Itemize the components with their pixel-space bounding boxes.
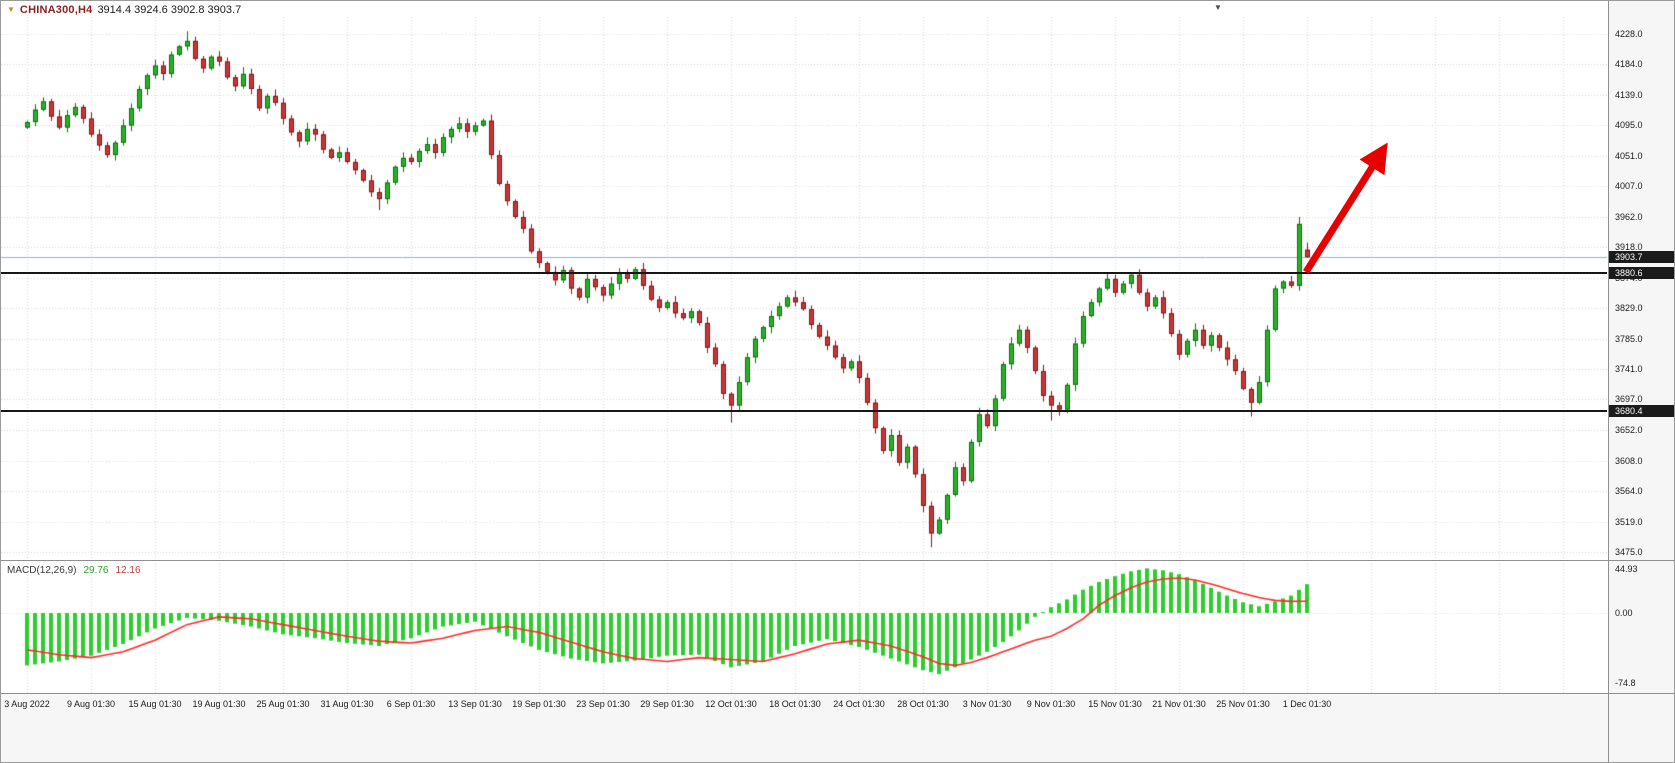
macd-name-label: MACD(12,26,9) (7, 565, 77, 576)
time-axis-label: 9 Aug 01:30 (66, 699, 116, 709)
price-axis-label: 3519.0 (1615, 516, 1643, 527)
price-axis-label: 4095.0 (1615, 120, 1643, 131)
price-axis-label: 3829.0 (1615, 303, 1643, 314)
ohlc-values: 3914.4 3924.6 3902.8 3903.7 (97, 4, 242, 16)
time-axis-label: 1 Dec 01:30 (1282, 699, 1332, 709)
time-axis-label: 25 Aug 01:30 (256, 699, 310, 709)
time-axis-label: 31 Aug 01:30 (320, 699, 374, 709)
price-axis-label: 3697.0 (1615, 394, 1643, 405)
symbol-dropdown-icon[interactable]: ▼ (7, 5, 15, 14)
price-axis-label: 3962.0 (1615, 211, 1643, 222)
time-axis-label: 13 Sep 01:30 (448, 699, 502, 709)
pane-divider-time (1, 693, 1674, 694)
pane-divider-macd[interactable] (1, 560, 1674, 561)
horizontal-level-line-lower[interactable] (1, 409, 1607, 412)
price-axis-label: 4228.0 (1615, 29, 1643, 39)
time-axis-label: 29 Sep 01:30 (640, 699, 694, 709)
time-axis-label: 28 Oct 01:30 (897, 699, 949, 709)
time-axis-label: 12 Oct 01:30 (705, 699, 757, 709)
price-axis-label: 3564.0 (1615, 485, 1643, 496)
time-axis-label: 18 Oct 01:30 (769, 699, 821, 709)
time-axis-label: 19 Sep 01:30 (512, 699, 566, 709)
price-axis-label: 3785.0 (1615, 333, 1643, 344)
time-axis-label: 21 Nov 01:30 (1152, 699, 1206, 709)
price-axis-label: 4007.0 (1615, 181, 1643, 192)
time-axis-label: 15 Aug 01:30 (128, 699, 182, 709)
trend-arrow[interactable] (1271, 127, 1411, 287)
time-axis-label: 24 Oct 01:30 (833, 699, 885, 709)
macd-axis-label: 0.00 (1615, 608, 1633, 618)
price-axis-label: 3608.0 (1615, 455, 1643, 466)
price-axis-label: 4139.0 (1615, 90, 1643, 101)
price-axis-label: 3475.0 (1615, 547, 1643, 557)
price-axis-label: 3741.0 (1615, 364, 1643, 374)
price-tag-lower-level: 3680.4 (1609, 404, 1674, 417)
time-axis-label: 3 Aug 2022 (4, 699, 50, 709)
macd-axis-label: 44.93 (1615, 564, 1638, 575)
time-axis-label: 25 Nov 01:30 (1216, 699, 1270, 709)
horizontal-level-line-upper[interactable] (1, 271, 1607, 274)
price-tag-upper-level: 3880.6 (1609, 266, 1674, 279)
price-axis-label: 3652.0 (1615, 425, 1643, 436)
chart-canvas[interactable] (1, 1, 1607, 693)
price-axis[interactable]: 4228.0 4184.0 4139.0 4095.0 4051.0 4007.0 3962… (1608, 1, 1674, 762)
time-axis-label: 23 Sep 01:30 (576, 699, 630, 709)
macd-main-value: 29.76 (83, 565, 109, 576)
time-axis-label: 9 Nov 01:30 (1026, 699, 1076, 709)
macd-axis-label: -74.8 (1615, 678, 1636, 688)
price-axis-label: 3918.0 (1615, 242, 1643, 253)
time-axis-label: 6 Sep 01:30 (386, 699, 436, 709)
time-axis-label: 3 Nov 01:30 (962, 699, 1012, 709)
time-axis[interactable]: 3 Aug 2022 9 Aug 01:30 15 Aug 01:30 19 Aug … (1, 694, 1608, 762)
price-tag-bid: 3903.7 (1609, 251, 1674, 264)
symbol-timeframe-label: CHINA300,H4 (19, 4, 93, 16)
indicator-label-row: MACD(12,26,9) 29.76 12.16 (7, 565, 141, 576)
chart-shift-marker-icon: ▼ (1214, 3, 1222, 12)
price-axis-label: 4184.0 (1615, 59, 1643, 70)
macd-signal-value: 12.16 (115, 565, 141, 576)
price-axis-label: 4051.0 (1615, 150, 1643, 161)
time-axis-label: 19 Aug 01:30 (192, 699, 246, 709)
time-axis-label: 15 Nov 01:30 (1088, 699, 1142, 709)
chart-header: ▼ CHINA300,H4 3914.4 3924.6 3902.8 3903.… (7, 4, 241, 16)
